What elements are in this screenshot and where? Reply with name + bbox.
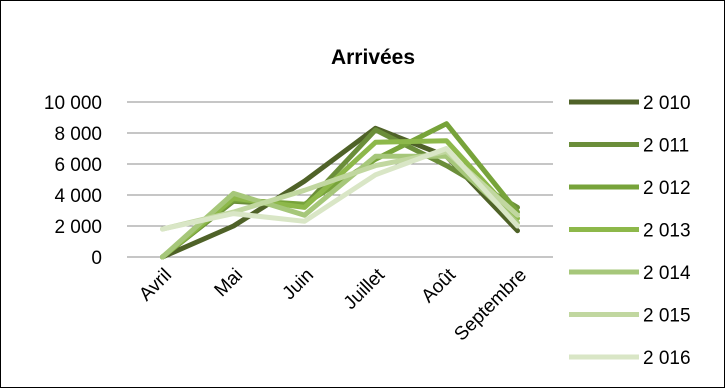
chart-title: Arrivées bbox=[331, 46, 415, 69]
y-tick-label: 0 bbox=[91, 248, 102, 269]
series-line bbox=[160, 146, 520, 232]
series-line bbox=[160, 153, 520, 260]
legend-label: 2 011 bbox=[643, 136, 689, 157]
legend-label: 2 014 bbox=[643, 263, 691, 284]
series-line bbox=[160, 138, 520, 260]
legend-label: 2 012 bbox=[643, 178, 691, 199]
y-tick-label: 8 000 bbox=[54, 124, 102, 145]
legend-label: 2 015 bbox=[643, 306, 691, 327]
y-tick-label: 4 000 bbox=[54, 186, 102, 207]
legend-label: 2 013 bbox=[643, 221, 691, 242]
legend: 2 010 2 011 2 012 2 013 2 014 2 015 2 016 bbox=[569, 93, 691, 369]
x-tick-label: Août bbox=[418, 264, 461, 307]
legend-label: 2 016 bbox=[643, 348, 691, 369]
legend-label: 2 010 bbox=[643, 93, 691, 114]
x-tick-label: Juin bbox=[279, 265, 318, 304]
y-axis-tick-labels: 0 2 000 4 000 6 000 8 000 10 000 bbox=[44, 93, 102, 269]
series-line bbox=[160, 121, 520, 260]
x-tick-label: Septembre bbox=[450, 265, 531, 346]
y-tick-label: 6 000 bbox=[54, 155, 102, 176]
series-lines bbox=[160, 121, 520, 260]
y-tick-label: 10 000 bbox=[44, 93, 102, 114]
x-tick-label: Mai bbox=[211, 265, 248, 302]
x-tick-label: Avril bbox=[135, 265, 176, 306]
y-tick-label: 2 000 bbox=[54, 217, 102, 238]
x-tick-label: Juillet bbox=[340, 264, 390, 314]
